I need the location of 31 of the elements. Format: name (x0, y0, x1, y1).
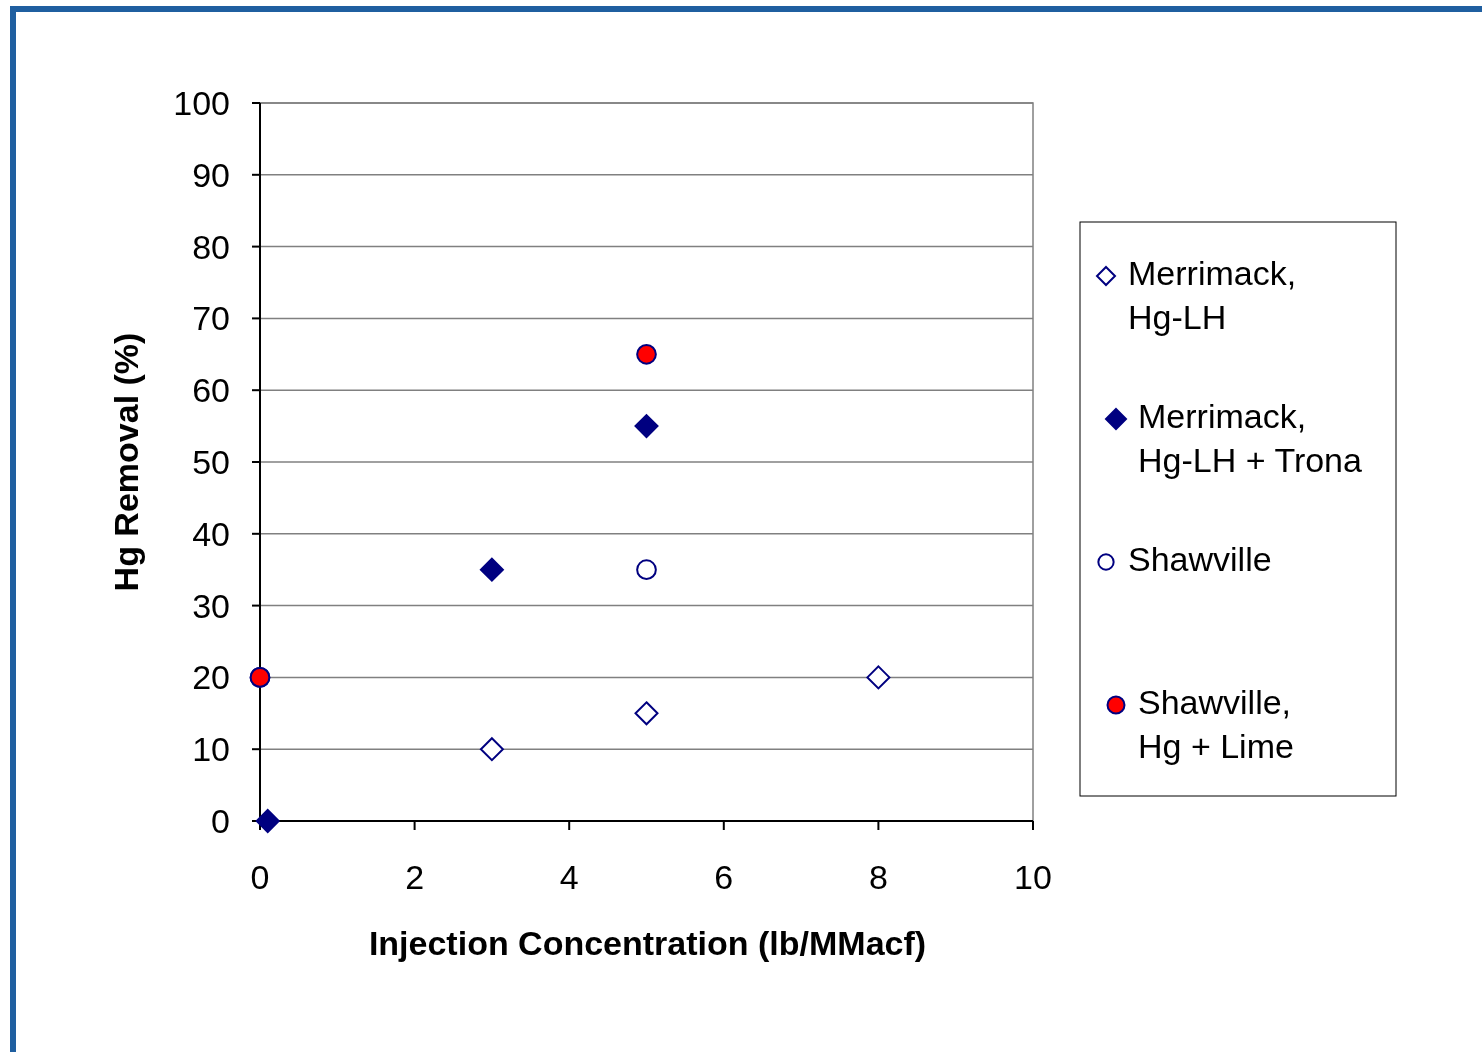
point (866, 665, 891, 690)
y-tick-label: 20 (192, 658, 230, 697)
x-tick-label: 8 (868, 858, 888, 896)
x-axis-title: Injection Concentration (lb/MMacf) (368, 924, 927, 962)
legend-label: Shawville (1128, 539, 1272, 578)
y-axis-title: Hg Removal (%) (107, 332, 145, 592)
y-tick-label: 100 (173, 83, 230, 122)
point (255, 809, 280, 833)
legend-label: Shawville, Hg + Lime (1138, 682, 1294, 766)
y-tick-label: 30 (192, 586, 230, 625)
legend-label: Merrimack, Hg-LH (1128, 253, 1297, 337)
point (479, 737, 504, 762)
point (636, 343, 657, 365)
y-tick-label: 90 (192, 155, 230, 194)
legend-label: Merrimack, Hg-LH + Trona (1138, 396, 1363, 480)
x-tick-label: 2 (405, 858, 425, 896)
y-tick-label: 0 (211, 801, 230, 840)
x-tick-label: 0 (250, 858, 270, 896)
y-tick-label: 40 (192, 514, 230, 553)
y-tick-label: 70 (192, 299, 230, 338)
point (636, 559, 657, 581)
point (479, 557, 504, 582)
x-tick-label: 6 (714, 858, 734, 896)
y-tick-label: 10 (192, 730, 230, 769)
x-tick-label: 10 (1014, 858, 1052, 896)
point (634, 701, 659, 726)
y-tick-label: 80 (192, 227, 230, 266)
x-tick-label: 4 (559, 858, 579, 896)
point (634, 414, 659, 439)
y-tick-label: 50 (192, 442, 230, 481)
y-tick-label: 60 (192, 371, 230, 410)
